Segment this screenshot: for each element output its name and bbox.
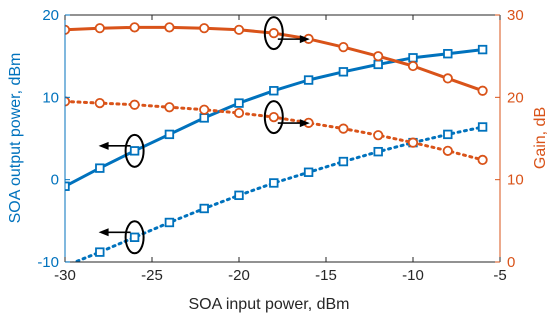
series-1-point [95,163,105,173]
series-3-point [129,22,140,33]
series-2-point [373,146,383,157]
left-y-tick-label: -10 [37,254,59,271]
series-3-point [442,73,453,84]
annotation-ellipse [263,16,284,51]
series-4-point [233,107,245,119]
x-tick-label: -5 [493,267,506,284]
series-4-point [338,123,349,134]
x-tick-label: -25 [141,267,163,284]
series-3-point [164,22,175,33]
x-tick-label: -20 [228,267,250,284]
series-4-point [94,97,105,109]
series-3-point [199,23,210,34]
right-y-axis-title: Gain, dB [532,107,549,169]
series-4-point [65,96,71,107]
series-2-point [303,167,314,177]
series-4-point [442,145,453,156]
series-2-point [477,122,488,132]
left-y-tick-label: 20 [42,7,59,24]
series-4-point [477,154,488,166]
series-2-point [269,178,279,188]
series-1-point [408,53,418,63]
annotation-ellipse [263,100,284,135]
series-4-point [199,104,210,115]
series-3-point [338,42,349,53]
left-y-tick-label: 0 [51,172,59,189]
series-1-point [234,98,244,108]
right-y-tick-label: 30 [507,7,524,24]
right-y-tick-label: 10 [507,172,524,189]
series-4-point [129,99,140,110]
axes-layer: -30 -25 -20 -15 -10 -5 -10 0 10 20 0 10 20 30 [37,7,523,284]
annotation-ellipse [124,133,145,168]
annotation-arrow-head [98,228,109,237]
axis-indicator-annotation [98,220,145,255]
series-4-point [164,102,175,113]
series-3-point [94,23,105,34]
series-2-point [443,129,453,140]
axis-indicator-annotation [263,16,310,51]
series-2-point [164,217,175,228]
series-2-point [95,247,105,257]
left-y-axis-title: SOA output power, dBm [7,53,24,224]
series-3-point [407,60,419,72]
annotation-layer [98,16,310,255]
left-y-tick-label: 10 [42,89,59,106]
series-4-line [65,99,485,162]
x-axis-title: SOA input power, dBm [189,296,350,313]
right-y-tick-label: 0 [507,254,515,271]
series-1-point [269,86,279,96]
series-3-point [233,24,245,35]
annotation-arrow-head [299,119,310,128]
x-tick-label: -10 [402,267,424,284]
annotation-ellipse [124,220,145,255]
annotation-arrow-head [98,141,109,150]
annotation-arrow-head [299,35,310,44]
series-1-point [164,129,175,140]
series-1-point [129,146,140,156]
series-3-point [373,51,384,62]
series-3-point [65,24,71,35]
series-1-point [303,75,314,85]
series-2-point [199,203,209,214]
series-2-point [234,190,244,201]
series-1-point [443,48,453,59]
series-2-point [129,232,140,242]
axis-indicator-annotation [98,133,145,168]
x-tick-label: -30 [54,267,76,284]
series-1-point [477,44,488,55]
series-3-point [268,28,279,39]
series-2-point [338,156,349,167]
series-3-point [477,85,488,96]
series-4-point [268,111,279,123]
right-y-tick-label: 20 [507,89,524,106]
x-tick-label: -15 [315,267,337,284]
series-4-point [373,130,384,141]
series-layer [65,22,488,262]
series-1-point [199,113,209,123]
axis-indicator-annotation [263,100,310,135]
series-1-point [373,59,383,70]
series-4-point [407,137,419,148]
series-1-point [338,67,349,77]
